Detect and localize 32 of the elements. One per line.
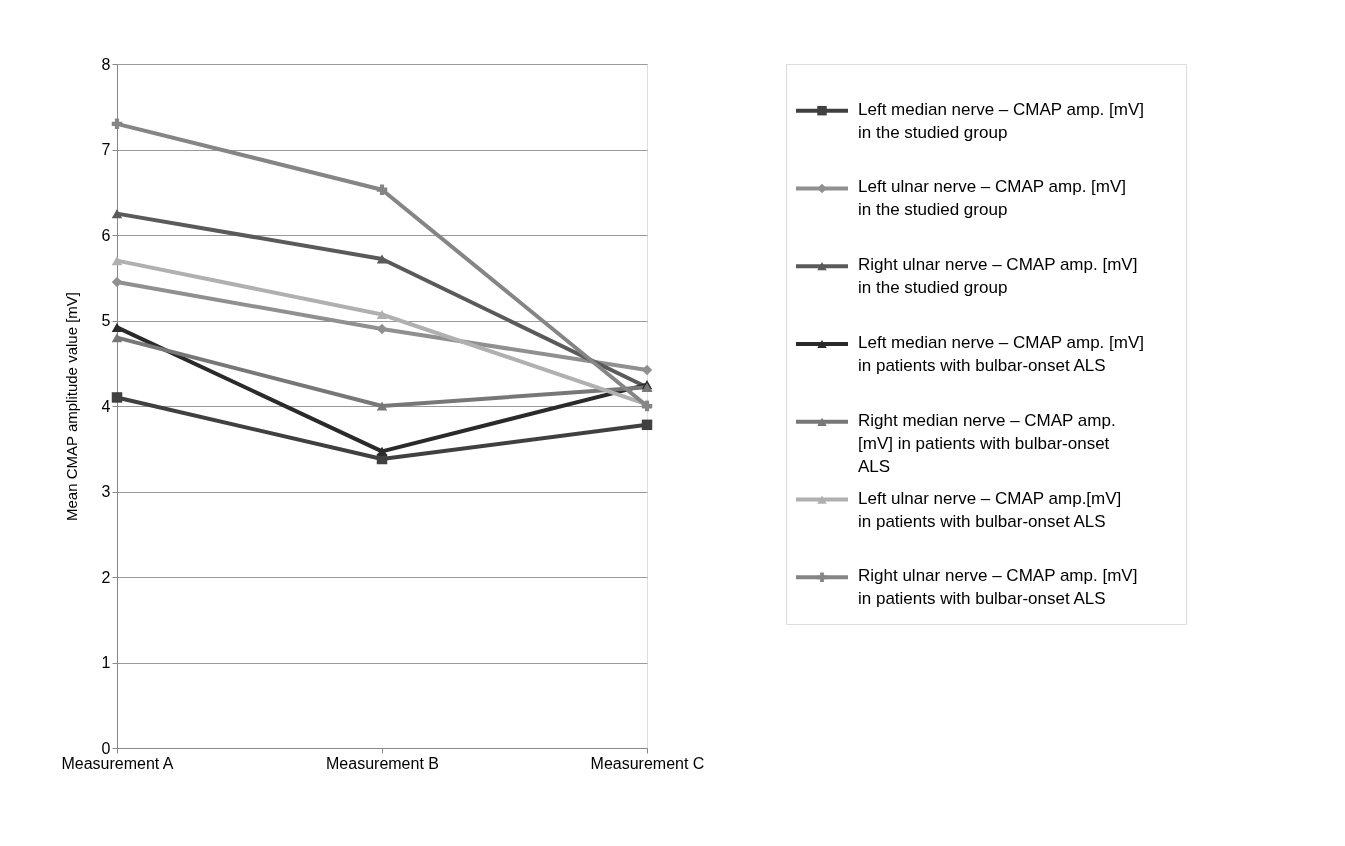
- point: [376, 254, 388, 264]
- y-tick-label: 3: [101, 483, 111, 500]
- legend-label: Right ulnar nerve – CMAP amp. [mV] in patients with bulbar-onset ALS: [858, 566, 1138, 609]
- point: [111, 209, 123, 219]
- point: [376, 184, 388, 195]
- point: [376, 309, 388, 320]
- x-tick-label: Measurement B: [326, 754, 439, 772]
- point: [111, 333, 123, 343]
- x-tick-label: Measurement A: [61, 754, 174, 772]
- y-tick-label: 8: [101, 55, 111, 73]
- point: [376, 401, 388, 411]
- y-tick-label: 5: [101, 312, 111, 329]
- y-tick-label: 4: [101, 397, 111, 415]
- legend-label: Right median nerve – CMAP amp. [mV] in patients with bulbar-onset ALS: [858, 410, 1116, 476]
- legend-label: Left median nerve – CMAP amp. [mV] in patients with bulbar-onset ALS: [858, 333, 1144, 375]
- y-tick-label: 1: [101, 654, 111, 671]
- legend-label: Left ulnar nerve – CMAP amp.[mV] in patients with bulbar-onset ALS: [858, 488, 1122, 531]
- legend-label: Left ulnar nerve – CMAP amp. [mV] in the studied group: [858, 177, 1127, 220]
- legend-label: Left median nerve – CMAP amp. [mV] in the studied group: [858, 99, 1144, 142]
- y-tick-label: 0: [101, 739, 111, 757]
- point: [111, 392, 123, 403]
- point: [111, 322, 123, 332]
- y-tick-label: 7: [101, 141, 111, 158]
- y-tick-label: 2: [101, 568, 111, 586]
- x-tick-label: Measurement C: [590, 754, 705, 772]
- legend-label: Right ulnar nerve – CMAP amp. [mV] in the studied group: [858, 255, 1138, 298]
- point: [641, 419, 653, 431]
- y-tick-label: 6: [101, 226, 111, 244]
- point: [376, 446, 388, 456]
- point: [111, 256, 123, 266]
- point: [111, 118, 123, 130]
- y-axis-title: Mean CMAP amplitude value [mV]: [62, 292, 80, 521]
